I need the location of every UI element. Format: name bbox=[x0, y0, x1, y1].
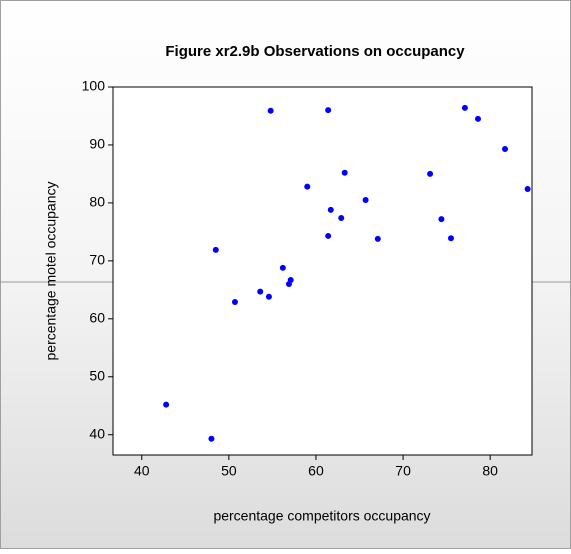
x-tick-label: 80 bbox=[482, 463, 498, 479]
point bbox=[325, 107, 332, 114]
y-axis-label: percentage motel occupancy bbox=[43, 182, 59, 361]
point bbox=[212, 246, 219, 253]
point bbox=[501, 146, 508, 153]
y-tick-label: 70 bbox=[89, 252, 105, 268]
x-tick-label: 50 bbox=[221, 463, 237, 479]
point bbox=[461, 104, 468, 111]
y-tick-label: 50 bbox=[89, 367, 105, 383]
x-tick-label: 40 bbox=[134, 463, 150, 479]
y-tick-label: 90 bbox=[89, 136, 105, 152]
point bbox=[524, 185, 531, 192]
point bbox=[374, 235, 381, 242]
point bbox=[231, 299, 238, 306]
x-tick-label: 60 bbox=[308, 463, 324, 479]
point bbox=[362, 197, 369, 204]
point bbox=[474, 115, 481, 122]
chart-title: Figure xr2.9b Observations on occupancy bbox=[165, 43, 465, 60]
x-axis-label: percentage competitors occupancy bbox=[213, 508, 430, 524]
y-tick-label: 100 bbox=[82, 78, 106, 94]
point bbox=[257, 288, 264, 295]
point bbox=[438, 216, 445, 223]
point bbox=[427, 170, 434, 177]
point bbox=[208, 435, 215, 442]
point bbox=[447, 235, 454, 242]
point bbox=[341, 169, 348, 176]
y-tick-label: 60 bbox=[89, 310, 105, 326]
y-tick-label: 80 bbox=[89, 194, 105, 210]
point bbox=[279, 264, 286, 271]
point bbox=[325, 232, 332, 239]
point bbox=[267, 107, 274, 114]
point bbox=[304, 183, 311, 190]
plot-area bbox=[112, 86, 533, 456]
point bbox=[338, 214, 345, 221]
x-tick-label: 70 bbox=[395, 463, 411, 479]
point bbox=[265, 293, 272, 300]
point bbox=[327, 206, 334, 213]
point bbox=[163, 401, 170, 408]
y-tick-label: 40 bbox=[89, 425, 105, 441]
point bbox=[287, 276, 294, 283]
